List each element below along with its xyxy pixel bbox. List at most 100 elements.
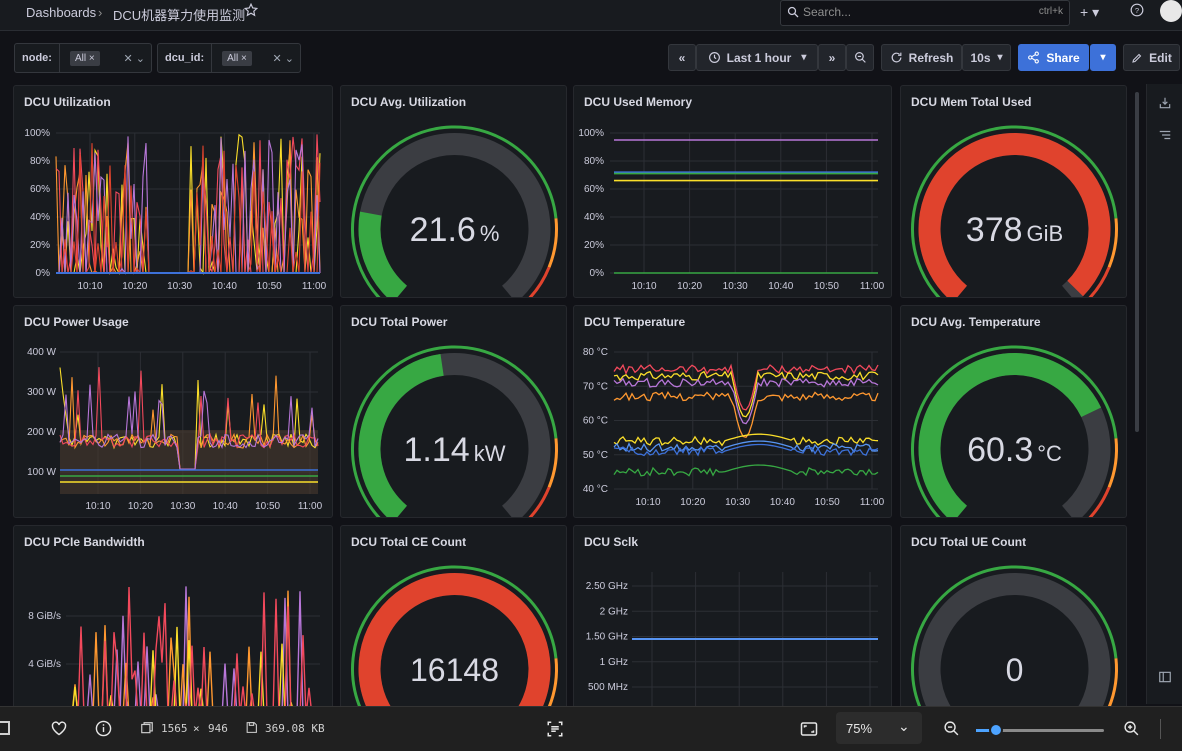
gauge-threshold-green [911,565,1118,714]
panel-dcu-power-usage[interactable]: DCU Power Usage 400 W 300 W 200 W 100 W 10:1… [13,305,333,518]
gauge-threshold-orange [1107,438,1118,488]
zoom-slider-handle[interactable] [989,723,1003,737]
temperature-series-line [613,464,879,477]
y-tick-label: 100% [578,128,604,139]
share-dropdown-button[interactable]: ▾ [1090,44,1116,71]
zoom-out-time-button[interactable] [846,44,874,71]
x-tick-label: 11:00 [302,281,327,292]
dashboard-scrollbar[interactable] [1135,92,1139,432]
gauge-threshold-green [911,125,1118,297]
search-input[interactable]: Search... ctrl+k [780,0,1070,26]
import-icon[interactable] [1158,96,1172,110]
gauge-threshold-green [911,345,1118,517]
gallery-icon[interactable] [0,721,10,735]
help-icon[interactable]: ? [1130,3,1144,17]
panel-dcu-avg-temperature[interactable]: DCU Avg. Temperature 60.3 °C [900,305,1127,518]
refresh-interval-label: 10s [970,50,991,65]
panel-dcu-temperature[interactable]: DCU Temperature 80 °C 70 °C 60 °C 50 °C 40 °… [573,305,892,518]
variable-dcu-id-chip[interactable]: All × [222,50,252,66]
outline-icon[interactable] [1158,128,1172,142]
clear-chevron-icon[interactable]: ✕ ⌄ [123,52,146,65]
refresh-button[interactable]: Refresh [881,44,962,71]
gauge-threshold-green [351,125,558,297]
zoom-out-icon [854,52,866,63]
panel-dcu-utilization[interactable]: DCU Utilization 100% 80% 60% 40% 20% 0% 10:10 1… [13,85,333,298]
utilization-timeseries: 100% 80% 60% 40% 20% 0% 10:10 10:20 10:30 10:40 10… [24,128,327,292]
y-tick-label: 50 °C [583,450,608,461]
info-icon[interactable] [95,720,112,737]
temperature-series-line [613,377,879,425]
panel-title: DCU Total CE Count [351,535,467,549]
refresh-interval-picker[interactable]: 10s ▾ [962,44,1011,71]
time-shift-forward-button[interactable]: » [818,44,846,71]
add-icon[interactable]: + ▾ [1080,4,1100,20]
panel-dcu-total-ue-count[interactable]: DCU Total UE Count 0 [900,525,1127,715]
panel-title: DCU Sclk [584,535,639,549]
x-tick-label: 10:30 [723,281,748,292]
edit-button[interactable]: Edit [1123,44,1180,71]
panel-dcu-avg-utilization[interactable]: DCU Avg. Utilization 21.6% [340,85,567,298]
x-tick-label: 10:50 [257,281,282,292]
gauge-value-arc [918,133,1111,297]
gauge-threshold-red [528,266,551,297]
refresh-label: Refresh [908,50,954,65]
y-tick-label: 40 °C [583,484,608,495]
panel-dcu-pcie-bandwidth[interactable]: DCU PCIe Bandwidth 8 GiB/s 4 GiB/s [13,525,333,715]
text-recognition-icon[interactable] [546,720,564,738]
y-tick-label: 500 MHz [588,682,628,693]
variable-dcu-id-label: dcu_id: [158,44,213,72]
fit-screen-icon[interactable] [800,720,818,738]
time-shift-back-button[interactable]: « [668,44,696,71]
save-disk-icon [245,721,258,734]
panel-dcu-used-memory[interactable]: DCU Used Memory 100% 80% 60% 40% 20% 0% 10:10 1… [573,85,892,298]
x-tick-label: 10:50 [814,281,839,292]
x-tick-label: 11:00 [860,497,885,508]
mem-total-gauge: 378 GiB [911,125,1118,297]
clear-chevron-icon[interactable]: ✕ ⌄ [272,52,295,65]
temperature-series-line [613,363,879,411]
search-shortcut: ctrl+k [1038,6,1063,17]
chevron-down-icon: ▾ [801,52,807,63]
zoom-in-icon[interactable] [1123,720,1140,737]
sidebar-toggle-icon[interactable] [1158,670,1172,684]
sclk-timeseries: 2.50 GHz 2 GHz 1.50 GHz 1 GHz 500 MHz [586,572,878,714]
gauge-value-arc [358,354,444,517]
y-tick-label: 80% [584,156,604,167]
x-tick-label: 11:00 [298,501,323,512]
y-tick-label: 40% [30,212,50,223]
y-tick-label: 20% [30,240,50,251]
variable-dcu-id[interactable]: dcu_id: All × ✕ ⌄ [157,43,301,73]
gauge-threshold-red [1088,266,1111,297]
x-tick-label: 10:40 [768,281,793,292]
panel-dcu-sclk[interactable]: DCU Sclk 2.50 GHz 2 GHz 1.50 GHz 1 GHz 500 M… [573,525,892,715]
time-range-picker[interactable]: Last 1 hour ▾ [696,44,818,71]
image-viewer-toolbar: 1565 × 946 369.08 KB 75% ⌄ [0,706,1182,751]
share-button[interactable]: Share [1018,44,1089,71]
dimensions-icon [140,721,154,735]
panel-dcu-total-ce-count[interactable]: DCU Total CE Count 16148 [340,525,567,715]
temperature-series-line [613,433,879,447]
panel-dcu-total-power[interactable]: DCU Total Power 1.14 kW [340,305,567,518]
gauge-value-text: 16148 [410,652,499,688]
search-icon [787,6,799,18]
x-tick-label: 10:10 [85,501,110,512]
zoom-out-icon[interactable] [943,720,960,737]
breadcrumb-dashboards[interactable]: Dashboards [26,5,97,20]
avatar[interactable] [1160,0,1182,22]
panel-title: DCU Used Memory [584,95,693,109]
pcie-bandwidth-timeseries: 8 GiB/s 4 GiB/s [28,586,320,714]
time-range-label: Last 1 hour [726,50,792,65]
heart-icon[interactable] [50,720,68,736]
y-tick-label: 80 °C [583,347,608,358]
y-tick-label: 60 °C [583,416,608,427]
variable-node-chip[interactable]: All × [69,50,100,66]
zoom-slider[interactable] [976,723,1104,737]
variable-node[interactable]: node: All × ✕ ⌄ [14,43,152,73]
panel-dcu-mem-total-used[interactable]: DCU Mem Total Used 378 GiB [900,85,1127,298]
x-tick-label: 10:50 [255,501,280,512]
star-icon[interactable] [244,3,258,17]
dimensions-separator: × [193,722,200,735]
breadcrumb-current: DCU机器算力使用监测 [113,8,246,23]
panel-title: DCU Total UE Count [911,535,1027,549]
zoom-select[interactable]: 75% ⌄ [836,712,922,744]
